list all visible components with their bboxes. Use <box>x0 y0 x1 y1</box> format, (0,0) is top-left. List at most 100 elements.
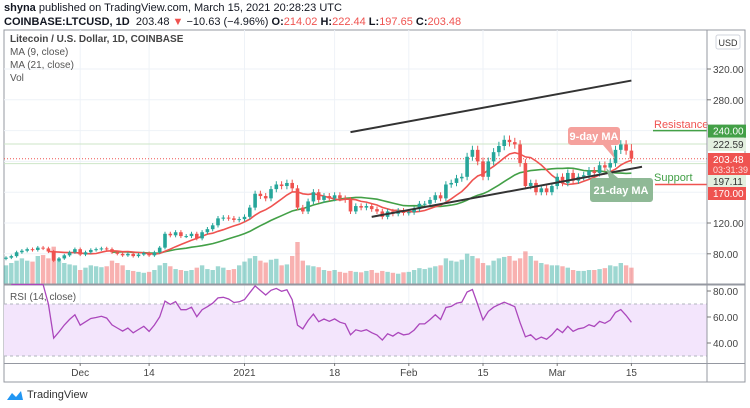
upper-channel-line[interactable] <box>350 79 632 134</box>
volume-bar <box>576 270 581 284</box>
legend-ma9[interactable]: MA (9, close) <box>10 47 69 58</box>
candle-body <box>449 182 453 185</box>
candle-body <box>550 186 554 193</box>
tradingview-logo[interactable]: TradingView <box>6 389 88 401</box>
volume-bar <box>507 256 512 284</box>
volume-bar <box>9 263 14 284</box>
volume-bar <box>56 260 62 284</box>
candle-body <box>62 255 67 259</box>
volume-bar <box>555 265 560 284</box>
candle-body <box>30 249 35 251</box>
volume-bar <box>427 267 433 284</box>
candle-body <box>36 247 40 250</box>
candle-body <box>502 139 506 146</box>
volume-bar <box>131 270 136 284</box>
candle-body <box>322 196 326 200</box>
candle-body <box>460 176 464 179</box>
rsi-tick-label: 80.00 <box>713 287 738 298</box>
volume-bar <box>284 264 290 284</box>
tradingview-logo-icon <box>7 391 23 400</box>
candle-body <box>269 189 273 199</box>
candle-body <box>348 199 353 212</box>
volume-bar <box>67 264 72 284</box>
candle-body <box>20 250 24 253</box>
time-tick-label: 18 <box>329 368 341 379</box>
volume-bar <box>162 263 168 284</box>
low-price-badge <box>708 175 746 188</box>
candle-body <box>4 257 8 259</box>
candle-body <box>619 144 623 150</box>
candle-body <box>369 206 374 210</box>
author-name[interactable]: shyna <box>4 2 36 14</box>
volume-bar <box>168 266 173 284</box>
volume-bar <box>210 270 215 284</box>
volume-bar <box>205 269 210 284</box>
volume-bar <box>173 269 178 284</box>
candle-body <box>99 248 104 250</box>
candle-body <box>46 248 51 252</box>
candle-body <box>375 209 379 212</box>
volume-bar <box>136 271 141 284</box>
volume-bar <box>512 260 517 284</box>
volume-bar <box>443 258 449 284</box>
currency-button[interactable] <box>715 34 741 50</box>
candle-body <box>179 232 183 237</box>
legend-ma21[interactable]: MA (21, close) <box>10 60 74 71</box>
candle-body <box>332 195 337 199</box>
candle-body <box>274 184 279 190</box>
volume-bar <box>332 270 337 284</box>
candle-body <box>624 144 628 151</box>
candle-body <box>237 219 241 221</box>
open-label: O: <box>271 16 284 28</box>
legend-rsi: RSI (14, close) <box>10 292 76 303</box>
ma9-callout-box <box>568 127 620 159</box>
volume-bar <box>449 260 454 284</box>
volume-bar <box>385 271 390 284</box>
candle-body <box>301 207 305 212</box>
candle-body <box>258 193 263 197</box>
candle-body <box>560 176 565 183</box>
legend-vol[interactable]: Vol <box>10 73 24 84</box>
volume-bar <box>46 258 51 284</box>
candle-body <box>152 252 157 256</box>
candle-body <box>566 172 570 183</box>
candle-body <box>9 256 14 258</box>
currency-label: USD <box>718 38 738 48</box>
publish-info: shyna published on TradingView.com, Marc… <box>4 2 342 14</box>
volume-bar <box>125 270 131 284</box>
price-change: −10.63 (−4.96%) <box>186 16 269 28</box>
volume-bar <box>539 263 544 284</box>
legend-title: Litecoin / U.S. Dollar, 1D, COINBASE <box>10 34 184 45</box>
volume-bar <box>194 267 199 284</box>
candle-body <box>528 182 533 187</box>
volume-bar <box>369 270 374 284</box>
countdown-label: 03:31:39 <box>713 165 748 175</box>
volume-bar <box>480 263 486 284</box>
lower-channel-line[interactable] <box>371 165 643 218</box>
candle-body <box>126 253 130 256</box>
volume-bar <box>390 272 396 284</box>
volume-bar <box>438 265 443 284</box>
candle-body <box>513 142 517 145</box>
volume-bar <box>231 269 237 284</box>
candle-body <box>210 225 215 230</box>
candle-body <box>417 203 422 210</box>
candle-body <box>73 249 77 253</box>
candle-body <box>232 218 236 220</box>
volume-bar <box>3 265 9 284</box>
volume-bar <box>268 259 274 284</box>
volume-bar <box>560 266 565 284</box>
volume-bar <box>470 256 475 284</box>
time-tick-label: 2021 <box>233 368 256 379</box>
low-value: 197.65 <box>379 16 413 28</box>
candle-body <box>41 247 45 249</box>
volume-bar <box>337 271 343 284</box>
candle-body <box>555 176 559 187</box>
volume-bar <box>475 258 480 284</box>
candle-body <box>67 252 72 256</box>
volume-bar <box>88 265 93 284</box>
volume-bar <box>618 263 623 284</box>
volume-bar <box>72 265 78 284</box>
support-price-badge <box>708 187 746 200</box>
